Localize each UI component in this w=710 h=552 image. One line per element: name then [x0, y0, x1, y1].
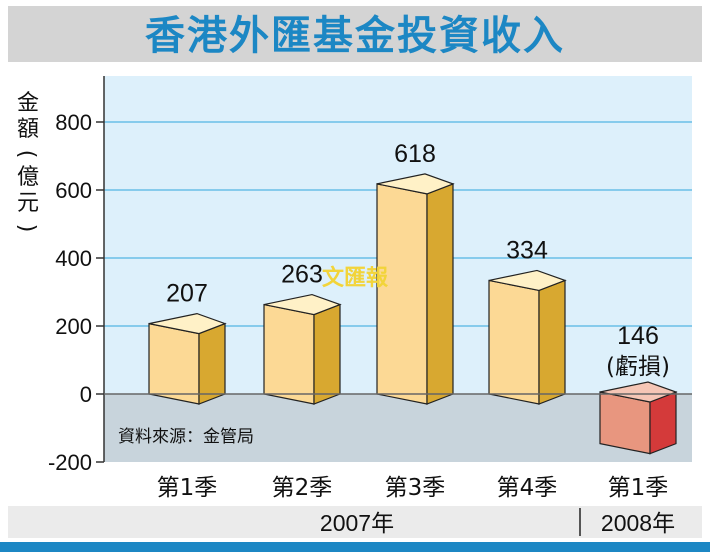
y-axis-label-char: 金 [17, 91, 39, 116]
year-label: 2007年 [320, 510, 394, 536]
y-axis-label-char: 額 [17, 117, 39, 142]
bars [148, 173, 678, 455]
y-axis-label-char: 元 [17, 191, 39, 216]
bar-top-face [376, 173, 455, 195]
y-axis-label-char: 億 [17, 165, 39, 190]
y-axis-label-char: ( [14, 150, 39, 159]
category-label: 第1季 [157, 475, 218, 501]
bar-side-face [313, 303, 341, 405]
year-band [8, 506, 702, 538]
bar-3 [376, 173, 455, 405]
category-label: 第1季 [608, 475, 669, 501]
value-labels: 207 263 618 334 146 [166, 140, 659, 350]
loss-annotation: (虧損) [606, 354, 670, 380]
value-label: 334 [506, 236, 548, 264]
y-axis-label-char: ) [14, 224, 39, 233]
value-label: 263 [281, 261, 323, 289]
bar-front-face [376, 183, 428, 405]
value-label: 207 [166, 280, 208, 308]
bar-front-face [263, 303, 315, 405]
y-tick-label: -200 [48, 450, 92, 475]
bar-5 [599, 381, 678, 455]
bar-side-face [198, 322, 226, 405]
bar-top-face [148, 312, 227, 335]
value-label: 618 [394, 140, 436, 168]
value-label: 146 [617, 322, 659, 350]
category-label: 第4季 [497, 475, 558, 501]
year-label: 2008年 [601, 510, 675, 536]
bar-side-face [649, 391, 677, 455]
year-labels: 2007年 2008年 [320, 510, 675, 536]
title-background [8, 6, 702, 62]
category-label: 第2季 [272, 475, 333, 501]
chart-title: 香港外匯基金投資收入 [145, 13, 565, 59]
bar-4 [488, 269, 567, 405]
negative-band [104, 394, 692, 462]
bar-front-face [148, 322, 200, 405]
y-tick-label: 800 [55, 110, 92, 135]
y-tick-label: 0 [80, 382, 92, 407]
y-axis-ticks: 800 600 400 200 0 -200 [48, 110, 104, 475]
bar-2 [263, 293, 342, 405]
bar-top-face [488, 269, 567, 292]
y-tick-label: 200 [55, 314, 92, 339]
source-note: 資料來源：金管局 [118, 427, 254, 447]
bar-top-face [599, 381, 678, 403]
bar-front-face [599, 391, 651, 455]
y-tick-label: 400 [55, 246, 92, 271]
bar-side-face [426, 183, 454, 405]
bar-1 [148, 312, 227, 405]
category-label: 第3季 [385, 475, 446, 501]
y-tick-label: 600 [55, 178, 92, 203]
watermark: 文匯報 [322, 265, 389, 291]
y-axis-label: 金額 ( 億元) [14, 91, 39, 232]
bar-side-face [538, 279, 566, 405]
category-labels: 第1季 第2季 第3季 第4季 第1季 [157, 475, 669, 501]
bar-front-face [488, 279, 540, 405]
bar-top-face [263, 293, 342, 316]
footer-strip [0, 542, 710, 552]
